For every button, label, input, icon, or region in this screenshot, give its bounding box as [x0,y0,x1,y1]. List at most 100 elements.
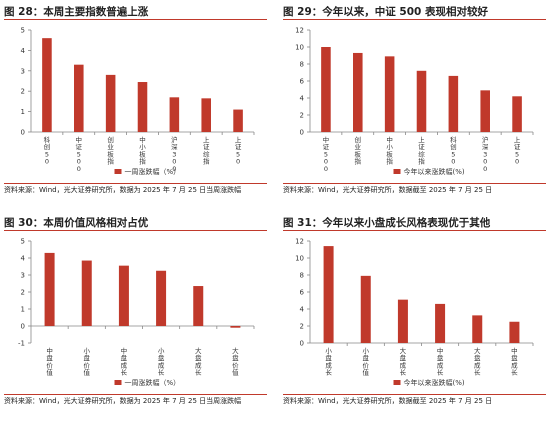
x-tick-label: 小盘成长 [325,346,332,377]
bar [201,98,211,132]
legend-label: 一周涨跌幅（%） [125,378,181,387]
bar [360,275,371,343]
bar [435,303,446,343]
legend-label: 今年以来涨跌幅(%) [404,378,465,387]
bar [81,260,92,326]
chart-title: 图 31：今年以来小盘成长风格表现优于其他 [283,217,491,229]
x-tick-label: 上证 5 0 [235,135,242,166]
x-tick-label: 科创 5 0 [450,135,457,166]
y-tick-label: 2 [21,289,25,297]
x-tick-label: 创业板指 [107,135,114,166]
y-tick-label: 2 [300,323,304,331]
bar [472,315,483,343]
y-tick-label: 0 [21,323,25,331]
x-tick-label: 沪深 3 0 0 [482,135,489,173]
y-tick-label: 8 [300,272,304,280]
y-tick-label: 6 [300,289,305,297]
source-note: 资料来源：Wind，光大证券研究所，数据截至 2025 年 7 月 25 日 [283,186,493,194]
x-tick-label: 中盘成长 [437,346,444,377]
chart-panel-2: 图 29：今年以来，中证 500 表现相对较好 0 2 4 6 8 10 12 中证 5 0 0 创业… [283,4,546,214]
legend-swatch [114,169,122,174]
x-tick-label: 小盘价值 [363,346,370,377]
legend-label: 一周涨跌幅（%） [125,167,181,176]
title-rule [4,19,267,20]
bar [416,70,427,132]
y-tick-label: 12 [295,238,304,246]
y-tick-label: 1 [21,306,25,314]
x-tick-label: 小盘价值 [84,346,91,377]
source-rule [283,394,546,395]
x-tick-label: 创业板指 [355,135,362,166]
x-tick-label: 中小板指 [386,135,393,166]
chart-panel-4: 图 31：今年以来小盘成长风格表现优于其他 0 2 4 6 8 10 12 小盘成长 小盘价值 大… [283,215,546,425]
bar [384,56,395,132]
bar [118,265,129,326]
x-tick-label: 上证 5 0 [514,135,521,166]
x-tick-label: 中小板指 [139,135,146,166]
x-tick-label: 大盘成长 [474,346,481,377]
bar-chart-2: 0 2 4 6 8 10 12 中证 5 0 0 创业板指 中小板指 上证综指 科创 5 0 沪深 3 0 0 上证 5 0 今… [295,27,534,176]
y-tick-label: 5 [21,27,25,35]
bar [230,326,241,328]
y-tick-label: 0 [21,129,25,137]
source-note: 资料来源：Wind，光大证券研究所，数据为 2025 年 7 月 25 日当周涨… [4,397,242,405]
x-tick-label: 小盘成长 [158,346,165,377]
legend-swatch [393,380,401,385]
y-tick-label: 8 [300,61,304,69]
y-tick-label: 0 [300,340,304,348]
chart-title: 图 28：本周主要指数普遍上涨 [4,6,149,18]
legend-swatch [114,380,122,385]
y-tick-label: 5 [21,238,25,246]
y-tick-label: 4 [21,255,26,263]
bar [480,90,490,132]
x-tick-label: 大盘价值 [232,346,239,377]
y-tick-label: 4 [21,47,26,55]
y-tick-label: 12 [295,27,304,35]
bar [233,109,243,132]
y-tick-label: 6 [300,78,305,86]
x-tick-label: 中盘成长 [121,346,128,377]
bar [397,299,408,343]
bar [193,286,204,326]
bar [156,270,167,326]
bar-chart-4: 0 2 4 6 8 10 12 小盘成长 小盘价值 大盘成长 中盘成长 大盘成长 中盘成长今年以来涨跌幅… [295,238,534,387]
y-tick-label: 0 [300,129,304,137]
x-tick-label: 中盘价值 [46,346,53,377]
y-tick-label: -1 [18,340,25,348]
title-rule [283,19,546,20]
chart-title: 图 29：今年以来，中证 500 表现相对较好 [283,6,488,18]
x-tick-label: 大盘成长 [195,346,202,377]
source-rule [4,394,267,395]
y-tick-label: 2 [21,88,25,96]
x-tick-label: 上证综指 [418,135,425,166]
y-tick-label: 2 [300,112,304,120]
bar [74,64,84,132]
source-rule [283,183,546,184]
source-rule [4,183,267,184]
legend-label: 今年以来涨跌幅(%) [404,167,465,176]
x-tick-label: 中证 5 0 0 [323,135,330,173]
y-tick-label: 4 [300,95,305,103]
bar [353,52,363,133]
x-tick-label: 中盘成长 [511,346,518,377]
chart-panel-3: 图 30：本周价值风格相对占优 -1 0 1 2 3 4 5 中盘价值 小盘价值 中盘成长 小盘成长… [4,215,267,425]
bar-chart-1: 0 1 2 3 4 5 科创 5 0 中证 5 0 0 创业板指 中小板指 沪深 3 0 0 上证综指 上证 5 0 一周涨跌… [21,27,255,176]
y-tick-label: 10 [295,255,304,263]
y-tick-label: 3 [21,272,25,280]
legend-swatch [393,169,401,174]
source-note: 资料来源：Wind，光大证券研究所，数据为 2025 年 7 月 25 日当周涨… [4,186,242,194]
x-tick-label: 沪深 3 0 0 [171,135,178,173]
bar [323,246,334,343]
bar [169,97,180,132]
y-tick-label: 4 [300,306,305,314]
chart-title: 图 30：本周价值风格相对占优 [4,217,149,229]
bar [512,96,522,132]
bar [137,82,148,132]
bar [509,321,520,343]
title-rule [283,230,546,231]
bar [448,75,459,132]
bar [321,47,331,132]
bar [42,38,52,132]
title-rule [4,230,267,231]
